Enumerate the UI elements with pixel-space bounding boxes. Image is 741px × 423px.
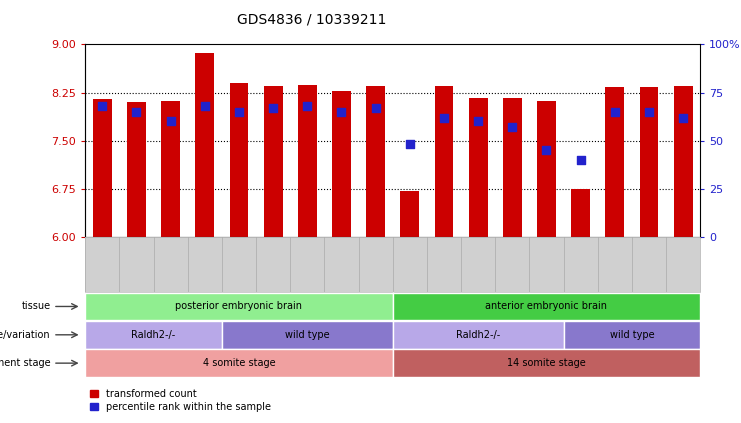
Point [540,147,552,154]
Bar [469,98,488,237]
Bar [366,86,385,237]
Point [130,108,142,115]
Bar [434,86,453,237]
Bar [162,101,180,237]
Point [336,108,348,115]
Text: development stage: development stage [0,358,50,368]
Text: Raldh2-/-: Raldh2-/- [131,330,176,340]
Bar [127,102,146,237]
Bar [639,88,659,237]
Bar [298,85,316,237]
Point [438,114,450,121]
Text: 4 somite stage: 4 somite stage [202,358,276,368]
Bar [537,101,556,237]
Point [268,104,279,111]
Text: genotype/variation: genotype/variation [0,330,50,340]
Point [199,103,210,110]
Bar [571,189,590,237]
Point [233,108,245,115]
Point [165,118,176,125]
Point [506,124,518,131]
Text: Raldh2-/-: Raldh2-/- [456,330,500,340]
Bar [196,53,214,237]
Bar [605,88,624,237]
Bar [400,191,419,237]
Point [370,104,382,111]
Text: wild type: wild type [285,330,330,340]
Point [404,141,416,148]
Bar [93,99,112,237]
Bar [264,86,282,237]
Bar [503,98,522,237]
Text: GDS4836 / 10339211: GDS4836 / 10339211 [236,13,386,27]
Legend: transformed count, percentile rank within the sample: transformed count, percentile rank withi… [90,389,270,412]
Point [643,108,655,115]
Point [677,114,689,121]
Bar [332,91,351,237]
Point [302,103,313,110]
Point [609,108,621,115]
Text: 14 somite stage: 14 somite stage [507,358,586,368]
Text: tissue: tissue [21,302,50,311]
Text: anterior embryonic brain: anterior embryonic brain [485,302,608,311]
Point [472,118,484,125]
Text: posterior embryonic brain: posterior embryonic brain [176,302,302,311]
Bar [230,83,248,237]
Bar [674,86,693,237]
Point [575,157,587,163]
Point [96,103,108,110]
Text: wild type: wild type [610,330,654,340]
